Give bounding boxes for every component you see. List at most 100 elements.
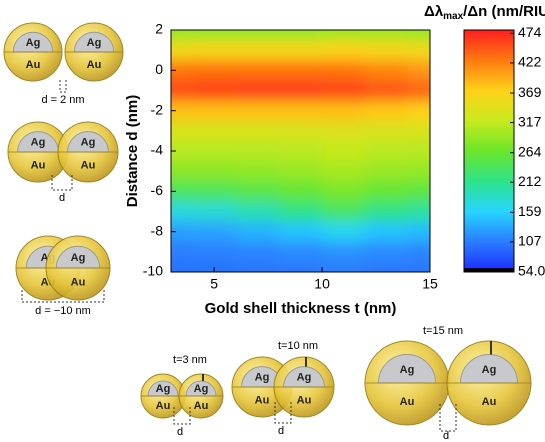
contour-cell [365,201,409,223]
shell-label: Au [482,396,497,408]
x-tick-label: 5 [210,276,218,292]
thickness-title: t=10 nm [278,340,318,352]
contour-cell [278,40,323,61]
shell-label: Au [297,394,312,406]
shell-label: Au [194,400,209,412]
contour-cell [278,60,323,81]
contour-cell [171,201,194,223]
contour-cell [278,261,323,272]
contour-cell [192,181,237,202]
contour-cell [171,60,194,81]
gap-bracket [51,175,73,191]
nanoparticle: Ag Au [178,373,224,419]
nanoparticle: Ag Au [231,356,293,418]
contour-cell [192,140,237,162]
contour-cell [192,221,237,243]
shell-label: Au [87,59,102,71]
contour-cell [322,30,366,41]
nanoparticle: Ag Au [64,22,124,82]
silver-core [55,245,101,269]
y-axis-label: Distance d (nm) [124,95,141,208]
contour-cell [365,40,409,61]
silver-core [73,31,115,53]
contour-cell [192,120,237,142]
y-tick-label: 2 [155,21,163,37]
gap-bracket [173,407,191,425]
contour-cell [408,40,430,61]
contour-cell [278,120,323,142]
contour-cell [171,120,194,142]
x-tick-label: 15 [422,276,438,292]
contour-cell [322,140,366,162]
contour-cell [365,120,409,142]
core-label: Ag [81,137,96,149]
plot-area [171,30,430,272]
contour-cell [322,181,366,202]
colorbar-tick-label: 159 [518,203,542,219]
contour-cell [365,161,409,182]
silver-core [147,380,179,397]
contour-cell [171,100,194,122]
contour-cell [192,201,237,223]
contour-cell [365,60,409,81]
colorbar-tick-label: 317 [518,113,542,129]
contour-cell [171,40,194,61]
silver-core [459,354,519,384]
nanoparticle: Ag Au [140,373,186,419]
contour-cell [235,181,280,202]
y-tick-label: -8 [151,222,164,238]
contour-cell [235,120,280,142]
colorbar-tick-label: 369 [518,84,542,100]
contour-cell [192,40,237,61]
silver-core [12,31,54,53]
shell-label: Au [400,396,415,408]
nanoparticle: Ag Au [3,22,63,82]
contour-cell [322,80,366,102]
contour-cell [408,221,430,243]
colorbar-tick-label: 264 [518,143,542,159]
contour-cell [365,181,409,202]
silver-core [67,131,109,153]
contour-cell [365,80,409,102]
colorbar-title-main: Δλ [424,3,444,20]
core-label: Ag [297,372,312,384]
thickness-title: t=15 nm [423,325,463,337]
contour-cell [235,161,280,182]
y-tick-label: -2 [151,101,164,117]
contour-cell [322,261,366,272]
contour-cell [235,30,280,41]
contour-cell [365,30,409,41]
contour-field [171,30,430,272]
contour-cell [322,241,366,263]
contour-cell [365,261,409,272]
core-label: Ag [194,383,209,395]
contour-cell [322,100,366,122]
gap-bracket [439,404,457,432]
contour-cell [235,221,280,243]
contour-cell [408,161,430,182]
x-axis-label: Gold shell thickness t (nm) [205,300,397,317]
shell-label: Au [26,59,41,71]
thickness-title: t=3 nm [173,354,207,366]
silver-core [185,380,217,397]
contour-cell [408,30,430,41]
contour-cell [192,100,237,122]
contour-cell [365,221,409,243]
contour-cell [171,30,194,41]
gap-bracket [21,290,105,303]
nanoparticle: Ag Au [364,340,450,426]
shell-label: Au [81,159,96,171]
core-label: Ag [156,383,171,395]
colorbar-tick-label: 107 [518,233,542,249]
silver-core [377,354,437,384]
nanoparticle: Ag Au [57,121,119,183]
contour-cell [322,60,366,81]
schematic-caption: d [177,426,183,438]
schematic-caption: d [443,430,449,442]
silver-core [283,366,325,388]
y-tick-label: -6 [151,182,164,198]
contour-cell [278,221,323,243]
contour-cell [408,181,430,202]
contour-cell [171,181,194,202]
nanoparticle: Ag Au [273,356,335,418]
